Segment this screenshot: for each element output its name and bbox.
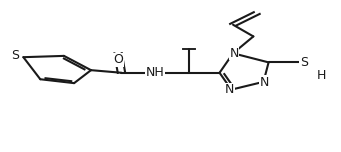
Text: NH: NH — [146, 66, 165, 79]
Text: S: S — [300, 56, 308, 69]
Text: H: H — [316, 69, 326, 82]
Text: N: N — [225, 83, 234, 96]
Text: S: S — [11, 49, 19, 62]
Text: N: N — [260, 76, 269, 89]
Text: N: N — [229, 47, 239, 60]
Text: O: O — [113, 53, 123, 66]
